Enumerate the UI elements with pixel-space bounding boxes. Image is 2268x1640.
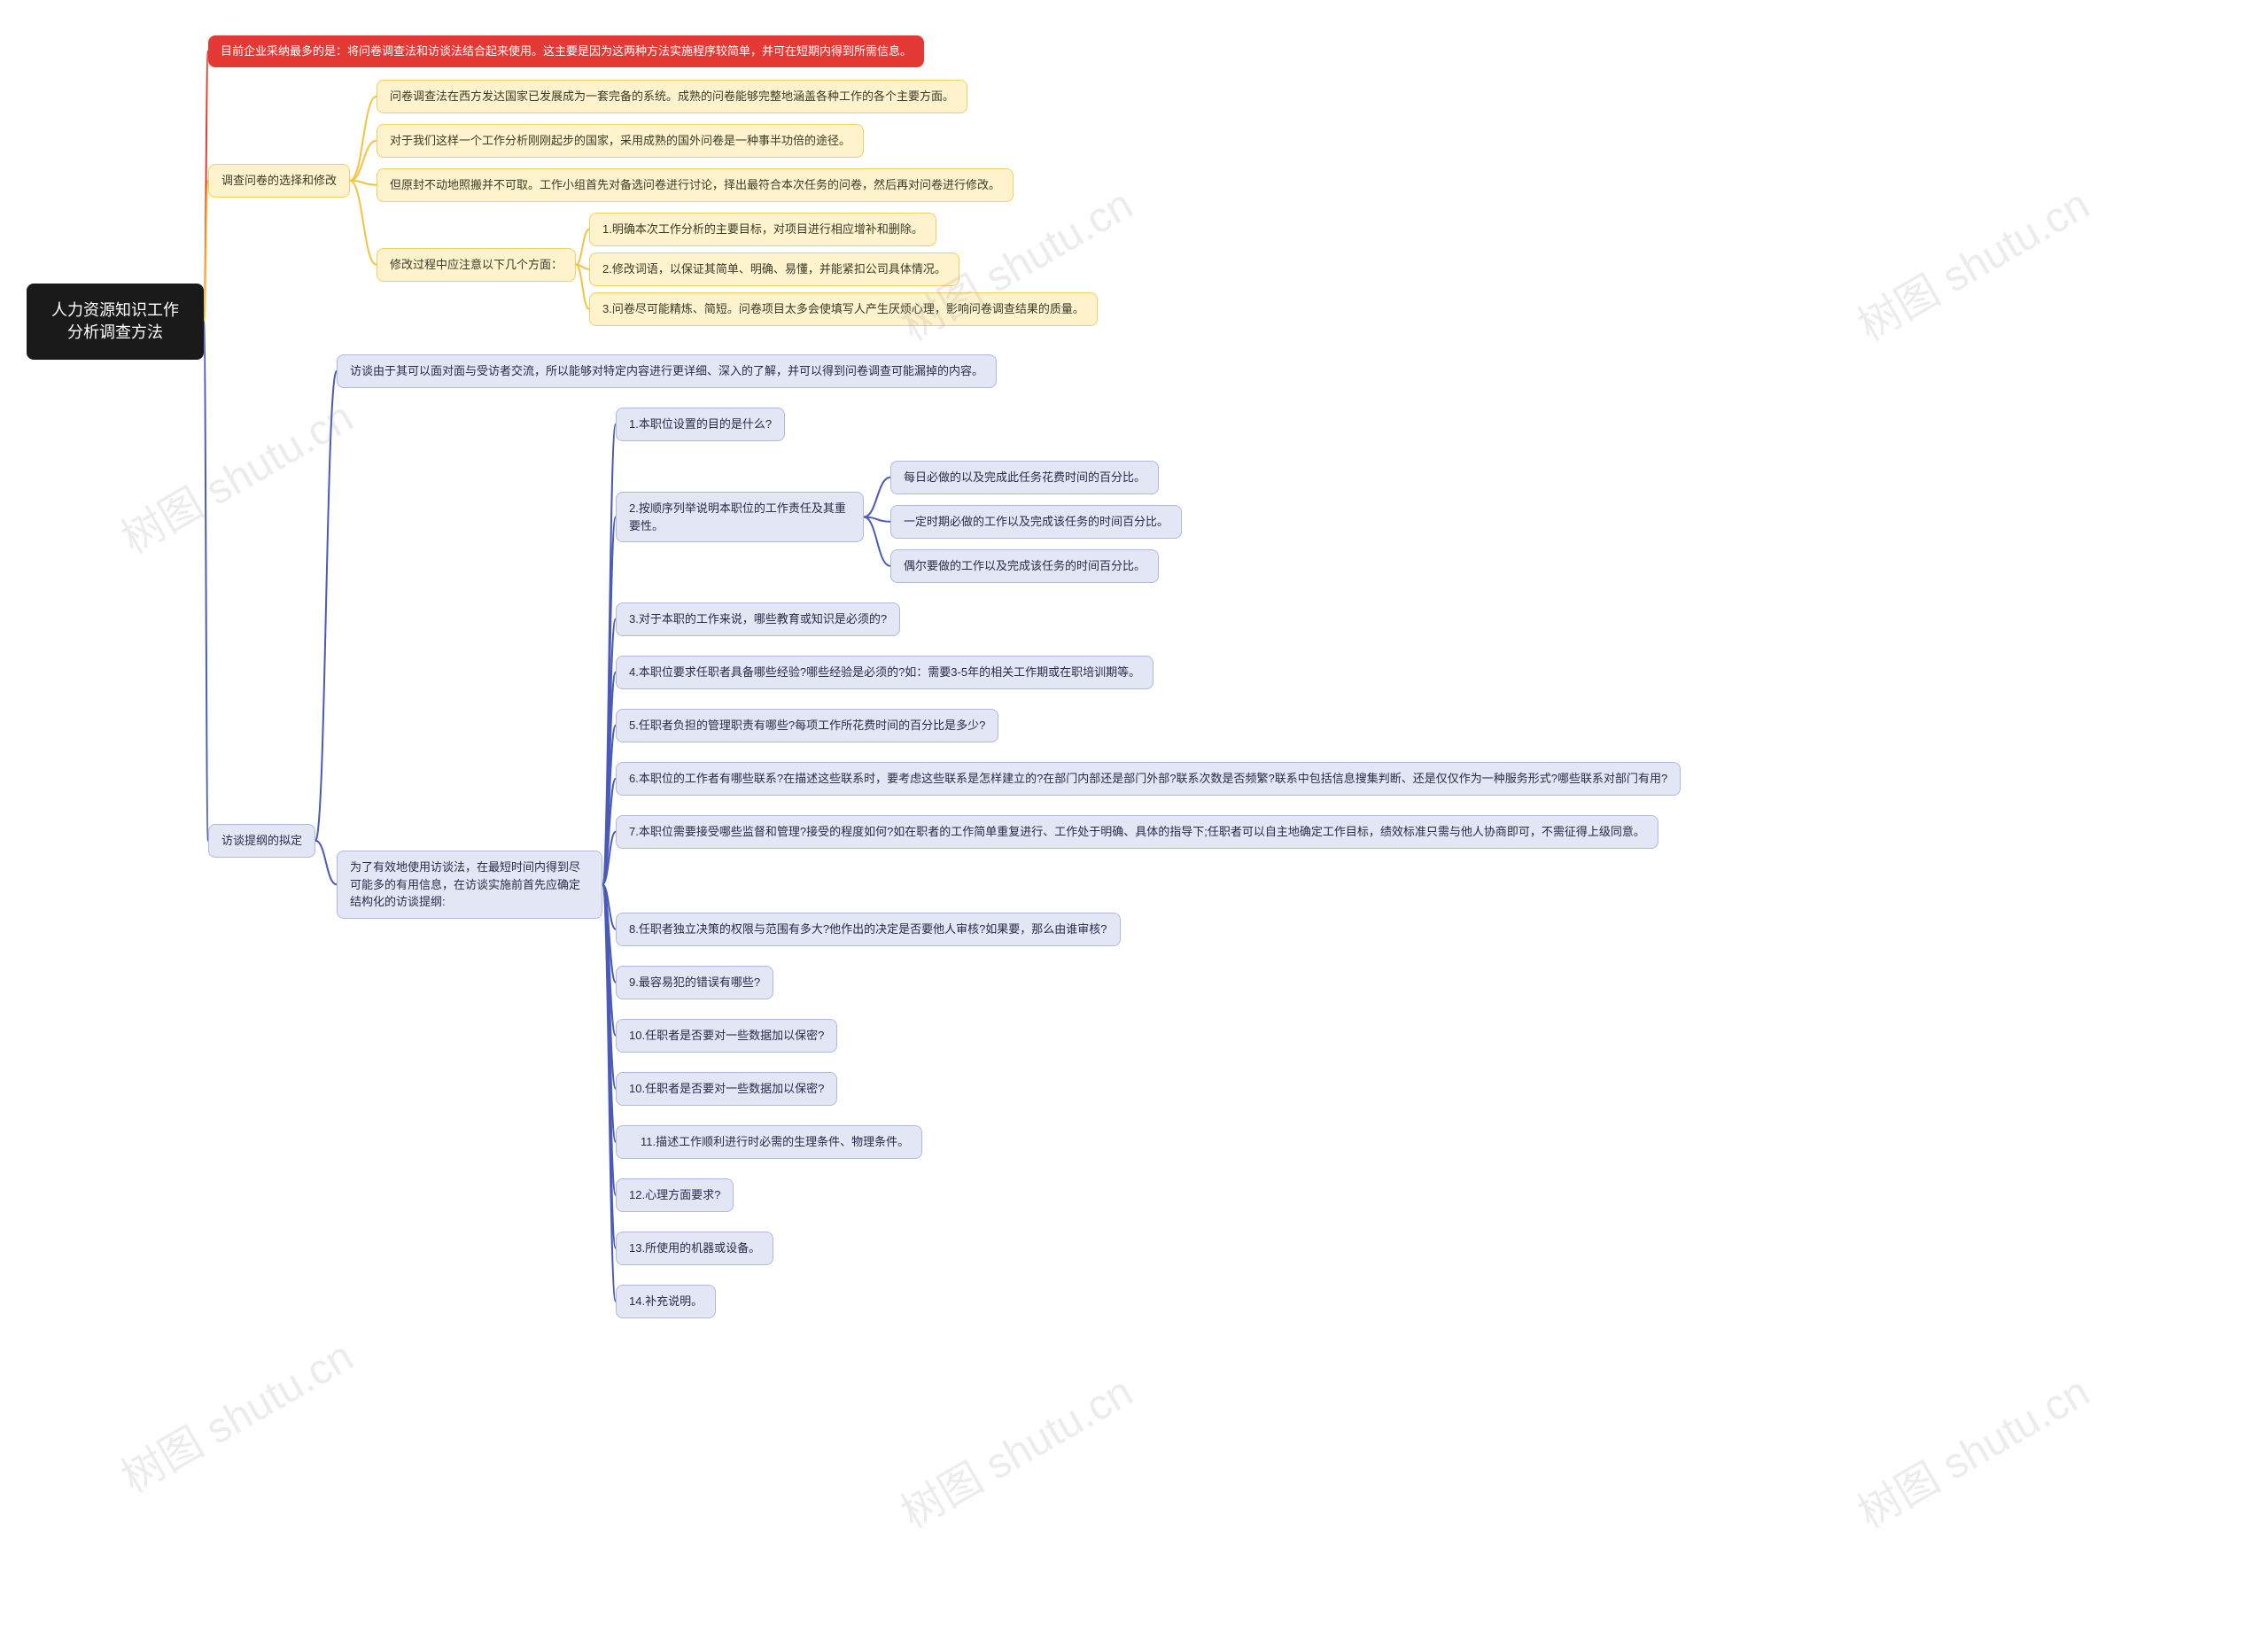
mindmap-node-n_y4a[interactable]: 1.明确本次工作分析的主要目标，对项目进行相应增补和删除。 [589,213,936,246]
mindmap-node-q14[interactable]: 14.补充说明。 [616,1285,716,1318]
connector [350,97,377,181]
connector [602,884,616,929]
node-label: 4.本职位要求任职者具备哪些经验?哪些经验是必须的?如：需要3-5年的相关工作期… [629,665,1140,679]
connector [315,841,337,885]
mindmap-node-q10b[interactable]: 10.任职者是否要对一些数据加以保密? [616,1072,837,1106]
watermark: 树图 shutu.cn [1845,170,2099,353]
connector [204,181,208,322]
node-label: 10.任职者是否要对一些数据加以保密? [629,1082,824,1095]
mindmap-node-q5[interactable]: 5.任职者负担的管理职责有哪些?每项工作所花费时间的百分比是多少? [616,709,998,742]
connector [602,884,616,1089]
node-label: 访谈提纲的拟定 [221,834,302,847]
mindmap-node-n_b0[interactable]: 访谈提纲的拟定 [208,824,315,858]
connector [350,141,377,181]
connector [350,181,377,265]
connector [350,181,377,185]
mindmap-node-q13[interactable]: 13.所使用的机器或设备。 [616,1232,773,1265]
connector [864,478,890,517]
node-label: 10.任职者是否要对一些数据加以保密? [629,1029,824,1042]
node-label: 3.对于本职的工作来说，哪些教育或知识是必须的? [629,612,887,626]
mindmap-node-q12[interactable]: 12.心理方面要求? [616,1178,734,1212]
mindmap-node-q7[interactable]: 7.本职位需要接受哪些监督和管理?接受的程度如何?如在职者的工作简单重复进行、工… [616,815,1658,849]
mindmap-node-n_y2[interactable]: 对于我们这样一个工作分析刚刚起步的国家，采用成熟的国外问卷是一种事半功倍的途径。 [377,124,864,158]
mindmap-node-n_y0[interactable]: 调查问卷的选择和修改 [208,164,350,198]
mindmap-node-q8[interactable]: 8.任职者独立决策的权限与范围有多大?他作出的决定是否要他人审核?如果要，那么由… [616,913,1121,946]
mindmap-node-n_b0a[interactable]: 访谈由于其可以面对面与受访者交流，所以能够对特定内容进行更详细、深入的了解，并可… [337,354,997,388]
mindmap-node-n_red[interactable]: 目前企业采纳最多的是：将问卷调查法和访谈法结合起来使用。这主要是因为这两种方法实… [208,35,924,67]
node-label: 14.补充说明。 [629,1294,703,1308]
node-label: 一定时期必做的工作以及完成该任务的时间百分比。 [904,515,1169,528]
connector [602,832,616,885]
mindmap-node-q3[interactable]: 3.对于本职的工作来说，哪些教育或知识是必须的? [616,602,900,636]
node-label: 访谈由于其可以面对面与受访者交流，所以能够对特定内容进行更详细、深入的了解，并可… [350,364,983,377]
connector [602,672,616,885]
mindmap-node-q6[interactable]: 6.本职位的工作者有哪些联系?在描述这些联系时，要考虑这些联系是怎样建立的?在部… [616,762,1681,796]
node-label: 6.本职位的工作者有哪些联系?在描述这些联系时，要考虑这些联系是怎样建立的?在部… [629,772,1667,785]
node-label: 12.心理方面要求? [629,1188,720,1201]
mindmap-node-n_y4[interactable]: 修改过程中应注意以下几个方面： [377,248,576,282]
node-label: 对于我们这样一个工作分析刚刚起步的国家，采用成熟的国外问卷是一种事半功倍的途径。 [390,134,850,147]
node-label: 9.最容易犯的错误有哪些? [629,975,760,989]
node-label: 人力资源知识工作分析调查方法 [51,301,179,341]
connector [602,884,616,1142]
node-label: 问卷调查法在西方发达国家已发展成为一套完备的系统。成熟的问卷能够完整地涵盖各种工… [390,89,954,103]
connector [602,779,616,885]
watermark: 树图 shutu.cn [888,1357,1142,1540]
node-label: 偶尔要做的工作以及完成该任务的时间百分比。 [904,559,1146,572]
node-label: 调查问卷的选择和修改 [221,174,337,187]
mindmap-node-q11[interactable]: 11.描述工作顺利进行时必需的生理条件、物理条件。 [616,1125,922,1159]
node-label: 2.修改词语，以保证其简单、明确、易懂，并能紧扣公司具体情况。 [602,262,946,276]
node-label: 修改过程中应注意以下几个方面： [390,258,563,271]
mindmap-node-n_y1[interactable]: 问卷调查法在西方发达国家已发展成为一套完备的系统。成熟的问卷能够完整地涵盖各种工… [377,80,967,113]
node-label: 目前企业采纳最多的是：将问卷调查法和访谈法结合起来使用。这主要是因为这两种方法实… [221,44,912,58]
connector [576,265,589,269]
node-label: 13.所使用的机器或设备。 [629,1241,760,1255]
mindmap-node-q4[interactable]: 4.本职位要求任职者具备哪些经验?哪些经验是必须的?如：需要3-5年的相关工作期… [616,656,1153,689]
connector [602,424,616,885]
mindmap-node-n_y4b[interactable]: 2.修改词语，以保证其简单、明确、易懂，并能紧扣公司具体情况。 [589,253,959,286]
connector [602,884,616,1036]
mindmap-node-q2c[interactable]: 偶尔要做的工作以及完成该任务的时间百分比。 [890,549,1159,583]
node-label: 1.明确本次工作分析的主要目标，对项目进行相应增补和删除。 [602,222,923,236]
node-label: 1.本职位设置的目的是什么? [629,417,772,431]
mindmap-node-n_y4c[interactable]: 3.问卷尽可能精炼、简短。问卷项目太多会使填写人产生厌烦心理，影响问卷调查结果的… [589,292,1098,326]
mindmap-node-q1[interactable]: 1.本职位设置的目的是什么? [616,408,785,441]
node-label: 7.本职位需要接受哪些监督和管理?接受的程度如何?如在职者的工作简单重复进行、工… [629,825,1645,838]
connector [602,884,616,1195]
node-label: 11.描述工作顺利进行时必需的生理条件、物理条件。 [629,1135,909,1148]
watermark: 树图 shutu.cn [108,383,362,565]
node-label: 每日必做的以及完成此任务花费时间的百分比。 [904,470,1146,484]
node-label: 2.按顺序列举说明本职位的工作责任及其重要性。 [629,501,846,532]
node-label: 5.任职者负担的管理职责有哪些?每项工作所花费时间的百分比是多少? [629,719,985,732]
mindmap-node-q10[interactable]: 10.任职者是否要对一些数据加以保密? [616,1019,837,1053]
mindmap-node-root[interactable]: 人力资源知识工作分析调查方法 [27,284,204,360]
connector [602,884,616,983]
node-label: 8.任职者独立决策的权限与范围有多大?他作出的决定是否要他人审核?如果要，那么由… [629,922,1107,936]
mindmap-node-q2a[interactable]: 每日必做的以及完成此任务花费时间的百分比。 [890,461,1159,494]
connector [315,371,337,841]
node-label: 3.问卷尽可能精炼、简短。问卷项目太多会使填写人产生厌烦心理，影响问卷调查结果的… [602,302,1084,315]
mindmap-node-q2b[interactable]: 一定时期必做的工作以及完成该任务的时间百分比。 [890,505,1182,539]
connector [204,322,208,841]
connector [864,517,890,566]
connector [576,229,589,265]
connector [576,265,589,309]
mindmap-node-n_y3[interactable]: 但原封不动地照搬并不可取。工作小组首先对备选问卷进行讨论，择出最符合本次任务的问… [377,168,1014,202]
connector [602,619,616,885]
connector [864,517,890,522]
mindmap-node-q9[interactable]: 9.最容易犯的错误有哪些? [616,966,773,999]
node-label: 但原封不动地照搬并不可取。工作小组首先对备选问卷进行讨论，择出最符合本次任务的问… [390,178,1000,191]
watermark: 树图 shutu.cn [108,1322,362,1504]
node-label: 为了有效地使用访谈法，在最短时间内得到尽可能多的有用信息，在访谈实施前首先应确定… [350,860,580,908]
connector [602,884,616,1248]
connector [602,884,616,1302]
mindmap-node-q2[interactable]: 2.按顺序列举说明本职位的工作责任及其重要性。 [616,492,864,542]
mindmap-node-n_b0b[interactable]: 为了有效地使用访谈法，在最短时间内得到尽可能多的有用信息，在访谈实施前首先应确定… [337,851,602,919]
connector [602,726,616,885]
watermark: 树图 shutu.cn [1845,1357,2099,1540]
connector [602,517,616,885]
